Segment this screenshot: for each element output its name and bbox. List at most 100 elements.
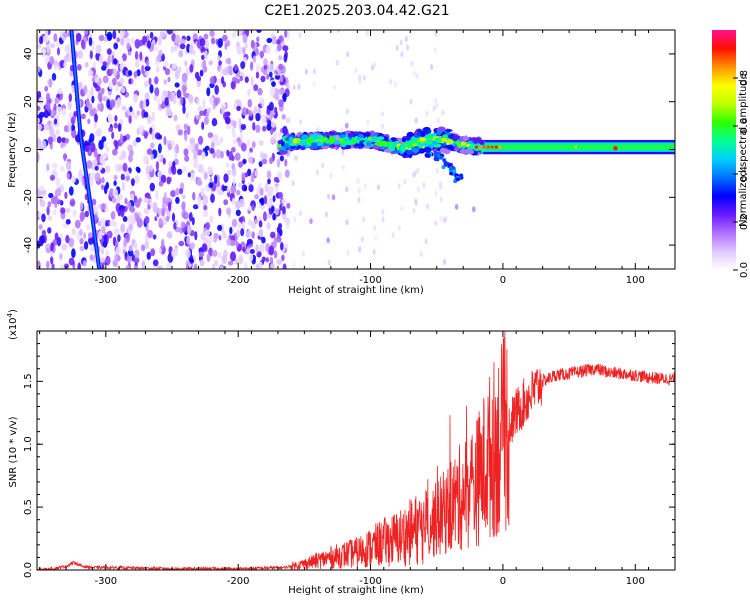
heatmap-cell [128,78,132,85]
heatmap-cell [63,61,67,69]
heatmap-cell [87,69,94,77]
heatmap-cell [59,253,63,260]
heatmap-cell [366,141,372,147]
heatmap-cell [146,148,153,155]
heatmap-cell [244,42,248,49]
heatmap-cell [134,175,140,184]
heatmap-cell [250,76,254,87]
heatmap-cell [49,127,55,137]
heatmap-cell [231,197,236,206]
heatmap-cell [230,251,236,262]
heatmap-cell [84,145,90,153]
heatmap-cell [61,243,67,251]
heatmap-cell [158,49,163,57]
heatmap-cell [445,129,453,132]
heatmap-cell [266,222,271,230]
heatmap-cell [301,136,308,140]
heatmap-cell [60,264,65,269]
heatmap-cell [219,265,223,269]
heatmap-cell [279,75,284,83]
heatmap-cell [94,165,99,171]
heatmap-cell [416,142,423,147]
heatmap-cell [459,148,467,154]
heatmap-cell [230,119,235,127]
heatmap-cell [412,172,416,178]
heatmap-cell [439,184,443,190]
heatmap-cell [425,110,429,117]
heatmap-cell [157,143,162,154]
heatmap-cell [200,187,205,197]
heatmap-cell [113,180,117,186]
heatmap-cell [189,44,194,55]
heatmap-cell [113,42,119,50]
heatmap-cell [99,164,103,171]
heatmap-cell [373,145,379,150]
heatmap-cell [265,45,271,55]
heatmap-cell [130,178,135,187]
heatmap-cell [105,181,110,190]
heatmap-cell [47,136,54,144]
heatmap-cell [101,176,105,184]
heatmap-cell [260,75,266,83]
heatmap-cell [43,123,50,131]
heatmap-cell [263,64,268,70]
heatmap-cell [126,201,132,209]
heatmap-cell [434,152,439,156]
heatmap-cell [278,223,282,230]
heatmap-cell [129,106,133,113]
heatmap-cell [221,255,227,265]
heatmap-cell [449,171,454,176]
heatmap-cell [266,170,272,180]
heatmap-cell [94,172,101,182]
heatmap-cell [147,229,154,239]
heatmap-cell [440,137,448,142]
heatmap-cell [278,88,285,95]
heatmap-cell [222,230,227,239]
heatmap-cell [117,123,122,132]
heatmap-cell [266,73,270,80]
heatmap-cell [152,201,158,212]
heatmap-cell [80,201,84,211]
heatmap-cell [155,161,160,171]
heatmap-cell [49,174,56,181]
heatmap-cell [435,167,439,174]
heatmap-cell [202,199,206,206]
heatmap-cell [171,249,178,258]
heatmap-cell [148,77,152,86]
heatmap-cell [139,51,143,61]
heatmap-cell [146,251,151,260]
heatmap-cell [206,107,212,114]
heatmap-cell [363,183,367,190]
heatmap-cell [441,165,446,170]
heatmap-cell [45,102,51,110]
heatmap-cell [409,98,413,105]
heatmap-cell [37,117,40,124]
heatmap-cell [86,89,91,100]
y-tick-label: 0.0 [23,562,34,578]
heatmap-cell [341,149,345,156]
heatmap-cell [284,30,288,38]
heatmap-cell [237,182,242,188]
heatmap-cell [185,112,190,119]
heatmap-cell [184,212,189,220]
heatmap-cell [416,132,422,136]
heatmap-cell [72,209,77,217]
heatmap-cell [394,81,397,88]
heatmap-cell [135,59,140,69]
heatmap-cell [65,235,70,244]
heatmap-cell [154,87,160,97]
heatmap-cell [201,54,205,61]
heatmap-cell [120,57,124,67]
heatmap-cell [478,145,483,149]
heatmap-cell [340,127,344,134]
heatmap-cell [371,136,377,141]
heatmap-cell [463,135,468,142]
heatmap-cell [267,119,272,126]
snr-axes: -300 -200 -100 0 100 0.0 0.5 1.0 1.5 [23,331,676,587]
heatmap-cell [345,186,349,193]
heatmap-cell [236,229,241,238]
heatmap-cell [252,55,257,63]
heatmap-cell [186,125,191,135]
heatmap-cell [141,260,146,269]
heatmap-cell [452,169,457,174]
